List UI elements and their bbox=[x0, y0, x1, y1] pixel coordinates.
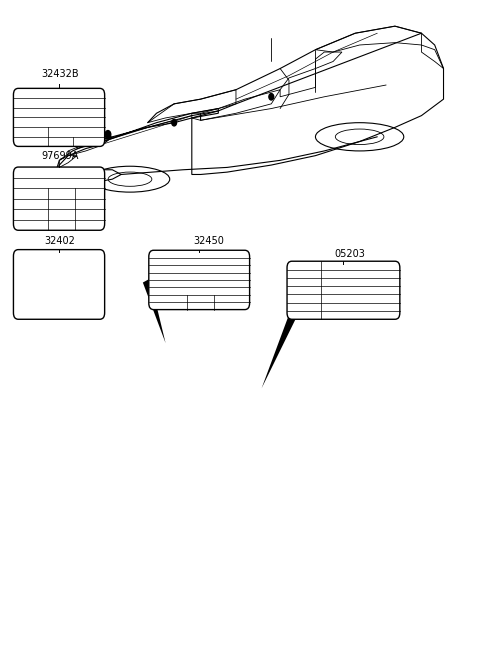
Circle shape bbox=[105, 130, 111, 138]
Polygon shape bbox=[143, 279, 166, 343]
Text: 97699A: 97699A bbox=[41, 151, 79, 161]
Circle shape bbox=[269, 94, 274, 100]
FancyBboxPatch shape bbox=[13, 167, 105, 230]
FancyBboxPatch shape bbox=[287, 261, 400, 319]
Text: 32432B: 32432B bbox=[41, 68, 79, 79]
Polygon shape bbox=[43, 257, 94, 317]
Text: 32450: 32450 bbox=[193, 236, 224, 246]
Text: 05203: 05203 bbox=[334, 249, 365, 259]
FancyBboxPatch shape bbox=[13, 88, 105, 146]
Text: 32402: 32402 bbox=[45, 236, 75, 246]
Polygon shape bbox=[262, 302, 301, 388]
FancyBboxPatch shape bbox=[149, 250, 250, 310]
Circle shape bbox=[172, 119, 177, 126]
FancyBboxPatch shape bbox=[13, 250, 105, 319]
